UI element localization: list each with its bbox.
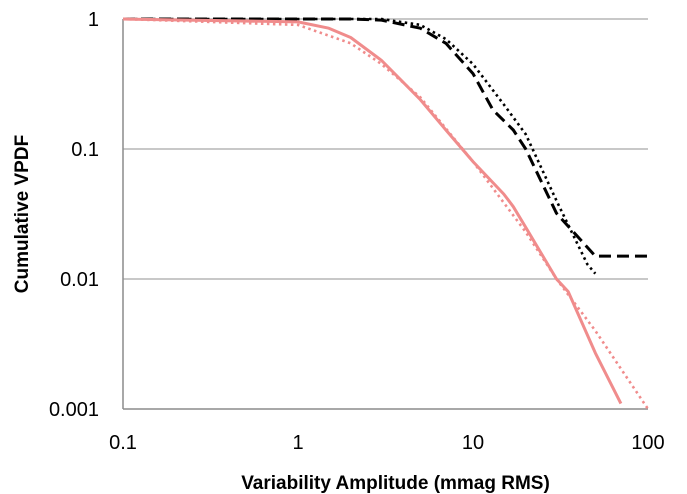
y-tick-label: 1: [88, 9, 99, 31]
grid-lines: [123, 18, 648, 280]
series-line-1: [123, 17, 648, 258]
x-tick-label: 0.1: [109, 432, 137, 454]
series-line-4: [122, 17, 650, 410]
plot-series: [122, 17, 650, 410]
y-tick-label: 0.01: [60, 269, 99, 291]
series-line-2: [123, 17, 597, 275]
y-tick-labels: 0.001 0.01 0.1 1: [49, 9, 99, 421]
x-tick-labels: 0.1 1 10 100: [109, 432, 665, 454]
y-tick-label: 0.1: [71, 139, 99, 161]
y-tick-label: 0.001: [49, 399, 99, 421]
x-tick-label: 100: [631, 432, 664, 454]
x-tick-label: 1: [292, 432, 303, 454]
series-line-3: [122, 17, 623, 405]
x-axis-title: Variability Amplitude (mmag RMS): [241, 473, 550, 494]
y-axis-title: Cumulative VPDF: [12, 135, 33, 293]
x-tick-label: 10: [462, 432, 484, 454]
